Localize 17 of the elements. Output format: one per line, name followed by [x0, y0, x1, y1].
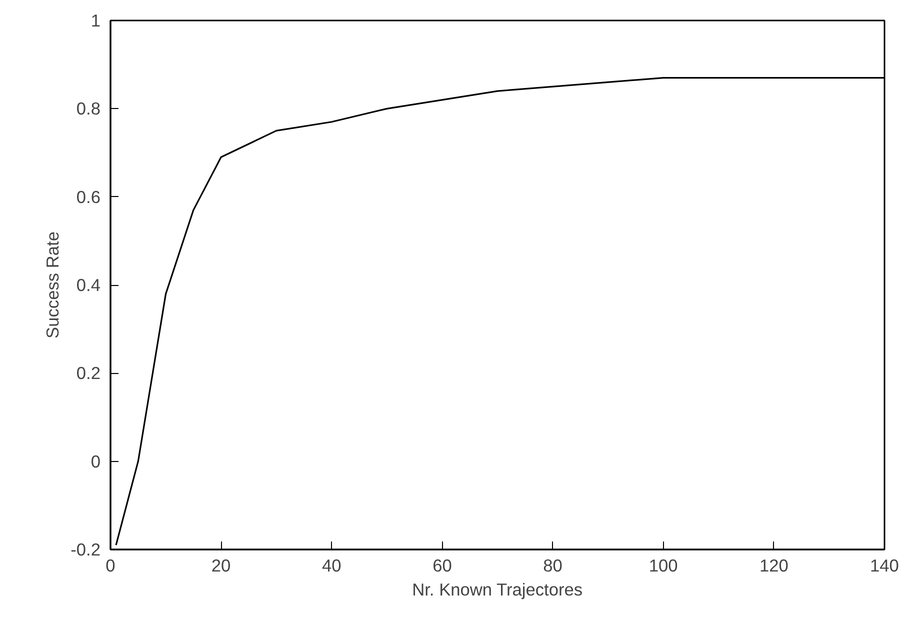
- x-tick-label: 20: [211, 556, 231, 576]
- x-tick-label: 140: [870, 556, 899, 576]
- x-tick-label: 80: [543, 556, 562, 576]
- y-tick-label: 0: [90, 451, 101, 472]
- y-tick-label: -0.2: [70, 540, 100, 560]
- x-tick-label: 100: [648, 556, 678, 576]
- x-tick-label: 60: [432, 556, 452, 576]
- y-tick-label: 0.8: [76, 98, 101, 119]
- y-tick-label: 1: [90, 10, 101, 30]
- x-tick-label: 0: [106, 556, 116, 576]
- y-tick-label: 0.2: [76, 363, 101, 384]
- y-tick-label: 0.4: [76, 275, 101, 295]
- x-tick-label: 120: [759, 556, 788, 576]
- x-axis-title: Nr. Known Trajectores: [412, 580, 583, 600]
- x-tick-label: 40: [322, 556, 342, 576]
- y-axis-title: Success Rate: [42, 232, 63, 338]
- y-tick-label: 0.6: [76, 186, 101, 207]
